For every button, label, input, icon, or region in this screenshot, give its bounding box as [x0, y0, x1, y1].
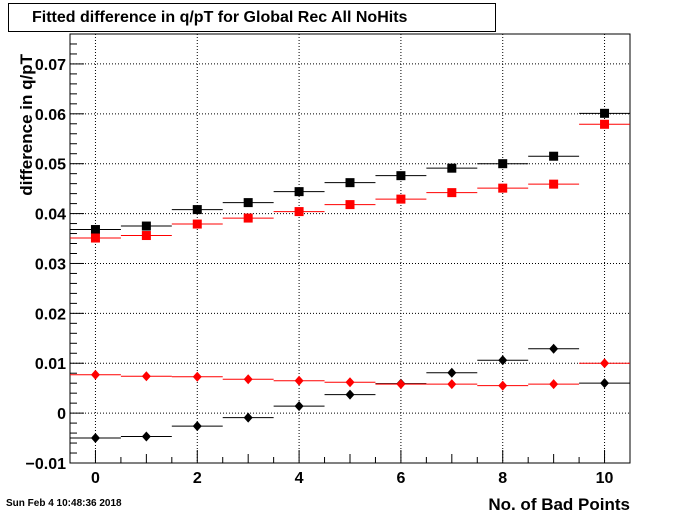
y-tick-label: 0.03 [35, 256, 66, 273]
square-marker [90, 233, 100, 243]
chart-title: Fitted difference in q/pT for Global Rec… [8, 3, 496, 32]
x-tick-label: 0 [91, 470, 100, 487]
square-marker [141, 221, 151, 231]
square-marker [345, 178, 355, 188]
diamond-marker [90, 433, 100, 444]
y-tick-label: 0.05 [35, 157, 66, 174]
square-marker [396, 194, 406, 204]
diamond-marker [396, 379, 406, 390]
diamond-marker [192, 421, 202, 432]
date-stamp: Sun Feb 4 10:48:36 2018 [6, 498, 122, 509]
square-marker [600, 108, 610, 118]
diamond-marker [600, 358, 610, 369]
diamond-marker [498, 355, 508, 366]
square-marker [90, 225, 100, 235]
diamond-marker [90, 369, 100, 380]
diamond-marker [498, 380, 508, 391]
square-marker [447, 163, 457, 173]
diamond-marker [141, 371, 151, 382]
y-tick-label: 0.04 [35, 207, 66, 224]
y-axis-label: difference in q/pT [17, 53, 36, 195]
x-tick-label: 10 [596, 470, 614, 487]
diamond-marker [447, 367, 457, 378]
y-tick-label: −0.01 [26, 456, 67, 473]
square-marker [294, 207, 304, 217]
x-tick-label: 2 [193, 470, 202, 487]
diamond-marker [243, 374, 253, 385]
square-marker [294, 187, 304, 197]
x-axis-label: No. of Bad Points [488, 495, 630, 514]
diamond-marker [549, 379, 559, 390]
square-marker [243, 198, 253, 208]
y-tick-label: 0.01 [35, 356, 66, 373]
series-1 [70, 119, 630, 243]
y-tick-label: 0.07 [35, 57, 66, 74]
diamond-marker [345, 389, 355, 400]
square-marker [600, 119, 610, 129]
diamond-marker [447, 379, 457, 390]
x-tick-label: 8 [498, 470, 507, 487]
series-0 [70, 108, 630, 235]
square-marker [192, 219, 202, 229]
square-marker [141, 231, 151, 241]
y-tick-labels: −0.01 0 0.01 0.02 0.03 0.04 0.05 0.06 0.07 [26, 57, 67, 473]
square-marker [345, 200, 355, 210]
diamond-marker [243, 412, 253, 423]
grid-lines [70, 34, 630, 463]
square-marker [498, 159, 508, 169]
square-marker [498, 183, 508, 193]
axis-ticks [70, 43, 631, 464]
x-tick-labels: 0 2 4 6 8 10 [91, 470, 614, 487]
data-marks [70, 108, 630, 444]
diamond-marker [294, 401, 304, 412]
square-marker [549, 151, 559, 161]
diamond-marker [294, 375, 304, 386]
diamond-marker [141, 431, 151, 442]
square-marker [396, 171, 406, 181]
y-tick-label: 0 [57, 406, 66, 423]
square-marker [447, 188, 457, 198]
diamond-marker [345, 377, 355, 388]
square-marker [549, 179, 559, 189]
square-marker [243, 213, 253, 223]
y-tick-label: 0.06 [35, 107, 66, 124]
x-tick-label: 4 [295, 470, 304, 487]
series-2 [70, 343, 630, 444]
square-marker [192, 205, 202, 215]
x-tick-label: 6 [396, 470, 405, 487]
diamond-marker [549, 343, 559, 354]
series-3 [70, 358, 630, 391]
diamond-marker [192, 371, 202, 382]
diamond-marker [600, 378, 610, 389]
y-tick-label: 0.02 [35, 306, 66, 323]
